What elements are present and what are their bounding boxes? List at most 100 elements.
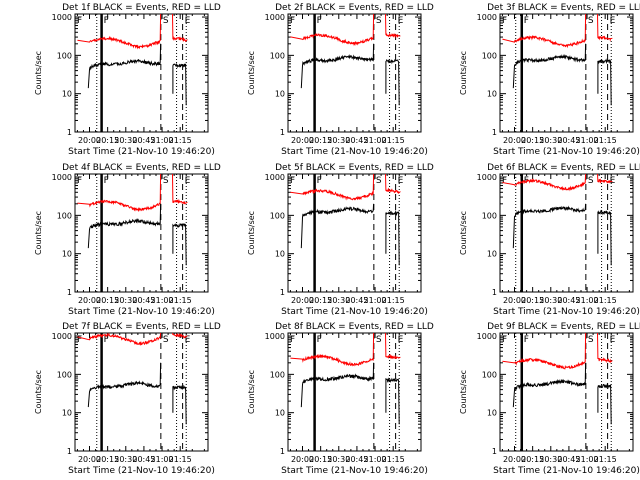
x-axis-label: Start Time (21-Nov-10 19:46:20) [68,147,215,157]
events-series [597,209,612,266]
plot-frame [74,332,209,452]
marker-label: E [610,335,616,345]
events-series [87,43,162,89]
y-tick-label: 1 [280,447,285,456]
events-series [172,384,187,425]
y-tick-label: 1000 [52,173,72,182]
y-tick-label: 10 [62,90,72,99]
lld-series [502,332,587,370]
events-series [172,223,187,266]
lld-series [77,332,162,346]
plot-frame [499,173,634,293]
x-axis-label: Start Time (21-Nov-10 19:46:20) [68,307,215,317]
marker-label: E [185,16,191,26]
x-tick-label: 20:00 [78,136,101,145]
events-series [597,382,612,425]
x-tick-label: 20:15 [309,455,332,464]
y-tick-label: 10 [275,409,285,418]
y-tick-label: 100 [57,211,72,220]
x-tick-label: 20:15 [309,296,332,305]
x-tick-label: 21:15 [169,455,192,464]
x-tick-label: 20:00 [291,136,314,145]
plot-frame [74,13,209,133]
marker-label: F [104,16,109,26]
marker-label: S [376,176,382,186]
x-axis-label: Start Time (21-Nov-10 19:46:20) [281,466,428,476]
x-tick-label: 20:45 [557,455,580,464]
y-axis-label: Counts/sec [459,211,468,255]
y-tick-label: 100 [482,211,497,220]
x-tick-label: 20:45 [132,136,155,145]
events-series [87,203,162,249]
y-tick-label: 100 [482,51,497,60]
lld-series [385,332,401,360]
plot-frame [287,332,422,452]
x-tick-label: 20:45 [132,296,155,305]
marker-label: S [376,335,382,345]
y-tick-label: 1000 [477,173,497,182]
x-tick-label: 21:00 [364,455,387,464]
x-tick-label: 20:15 [521,296,544,305]
marker-label: E [185,335,191,345]
y-tick-label: 10 [487,250,497,259]
y-axis-label: Counts/sec [34,370,43,414]
x-tick-label: 20:45 [345,296,368,305]
lld-series [172,173,188,205]
panel-title: Det 6f BLACK = Events, RED = LLD [487,163,640,173]
y-tick-label: 100 [57,51,72,60]
x-tick-label: 20:00 [291,455,314,464]
x-tick-label: 21:00 [151,455,174,464]
events-series [300,203,375,249]
x-tick-label: 20:45 [557,296,580,305]
x-tick-label: 20:15 [96,296,119,305]
y-tick-label: 1 [67,128,72,137]
events-series [87,362,162,408]
y-tick-label: 100 [270,51,285,60]
y-tick-label: 10 [487,409,497,418]
y-tick-label: 1 [280,128,285,137]
plot-frame [287,173,422,293]
lld-series [597,13,613,42]
lld-series [385,173,401,195]
x-axis-label: Start Time (21-Nov-10 19:46:20) [493,466,640,476]
marker-label: F [502,176,507,186]
y-tick-label: 1000 [265,173,285,182]
y-tick-label: 1000 [265,13,285,22]
x-tick-label: 20:00 [503,455,526,464]
y-tick-label: 10 [62,409,72,418]
panel-3: Det 3f BLACK = Events, RED = LLD Counts/s… [459,3,640,157]
x-tick-label: 20:30 [327,455,350,464]
y-axis-label: Counts/sec [247,211,256,255]
y-axis-label: Counts/sec [459,370,468,414]
x-tick-label: 20:45 [132,455,155,464]
plot-frame [287,13,422,133]
x-tick-label: 21:15 [382,136,405,145]
x-tick-label: 21:15 [382,455,405,464]
marker-label: E [398,16,404,26]
panel-4: Det 4f BLACK = Events, RED = LLD Counts/s… [34,163,221,317]
x-tick-label: 21:15 [169,136,192,145]
x-tick-label: 20:30 [114,296,137,305]
x-tick-label: 21:00 [576,136,599,145]
x-tick-label: 21:00 [364,296,387,305]
marker-label: S [376,16,382,26]
marker-label: S [163,16,169,26]
marker-label: F [77,335,82,345]
marker-label: S [588,16,594,26]
marker-label: F [317,335,322,345]
y-tick-label: 1 [492,447,497,456]
x-tick-label: 20:15 [96,136,119,145]
x-tick-label: 20:00 [503,296,526,305]
marker-label: F [77,16,82,26]
marker-label: F [317,16,322,26]
plot-frame [499,332,634,452]
lld-series [290,173,375,201]
x-tick-label: 21:00 [151,296,174,305]
x-axis-label: Start Time (21-Nov-10 19:46:20) [68,466,215,476]
y-tick-label: 1 [280,288,285,297]
panel-title: Det 9f BLACK = Events, RED = LLD [487,322,640,332]
x-tick-label: 20:30 [539,455,562,464]
x-tick-label: 20:15 [309,136,332,145]
marker-label: F [502,16,507,26]
y-axis-label: Counts/sec [34,51,43,95]
